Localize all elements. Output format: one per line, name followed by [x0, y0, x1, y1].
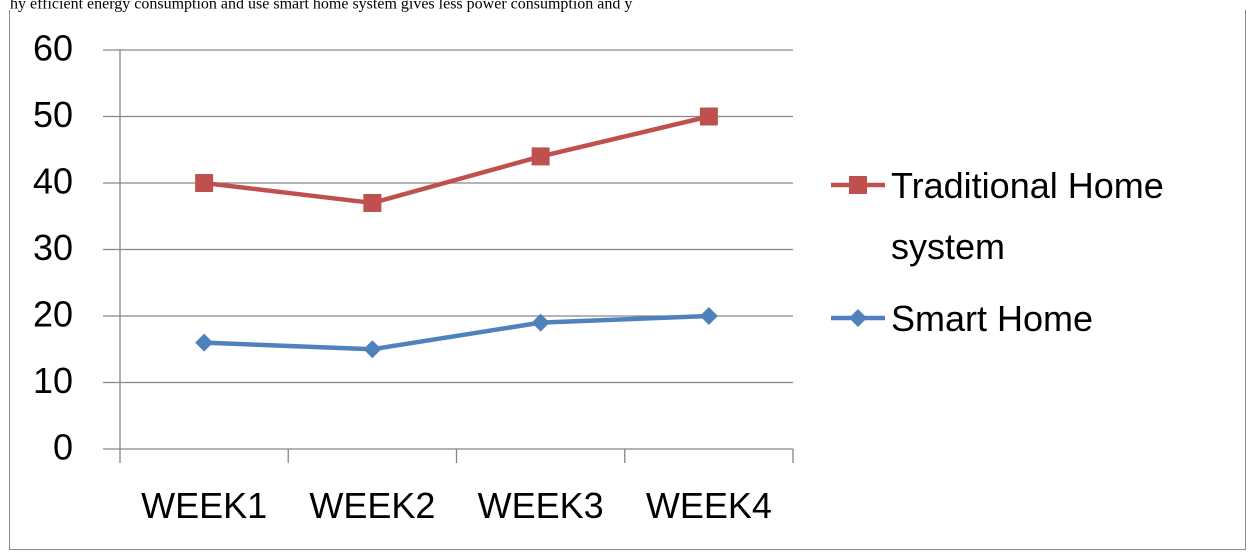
x-tick-label-week2: WEEK2	[309, 485, 435, 526]
point-0-3	[699, 107, 718, 126]
point-1-0	[195, 333, 214, 352]
series-1	[195, 307, 718, 359]
point-1-2	[531, 313, 550, 332]
legend: Traditional Home system Smart Home	[831, 165, 1164, 339]
y-tick-label-10: 10	[33, 360, 73, 401]
x-tick-label-week3: WEEK3	[478, 485, 604, 526]
y-tick-label-50: 50	[33, 94, 73, 135]
point-1-3	[699, 307, 718, 325]
y-tick-label-30: 30	[33, 227, 73, 268]
legend-traditional-label-line2: system	[891, 226, 1005, 267]
legend-smart-marker	[849, 309, 867, 327]
legend-traditional-label-line1: Traditional Home	[891, 165, 1164, 206]
legend-traditional-marker	[849, 176, 867, 194]
gridlines	[120, 49, 793, 384]
top-caption-text: hy efficient energy consumption and use …	[10, 0, 632, 13]
chart-frame	[9, 10, 1246, 550]
legend-smart-label: Smart Home	[891, 298, 1093, 339]
point-0-0	[195, 174, 214, 192]
y-tick-label-0: 0	[53, 427, 73, 468]
series-layer	[195, 107, 718, 359]
series-line-1	[204, 313, 709, 352]
point-0-2	[531, 147, 550, 166]
axes: 0 10 20 30 40 50 60 WEEK1 WEEK2 WEEK3 WEEK4	[33, 28, 794, 526]
y-tick-label-40: 40	[33, 161, 73, 202]
x-tick-label-week4: WEEK4	[646, 485, 772, 526]
y-tick-label-20: 20	[33, 294, 73, 335]
point-0-1	[363, 193, 382, 212]
series-line-0	[203, 114, 710, 206]
point-1-1	[363, 340, 382, 359]
x-tick-label-week1: WEEK1	[141, 485, 267, 526]
y-tick-label-60: 60	[33, 28, 73, 69]
series-0	[195, 107, 718, 212]
